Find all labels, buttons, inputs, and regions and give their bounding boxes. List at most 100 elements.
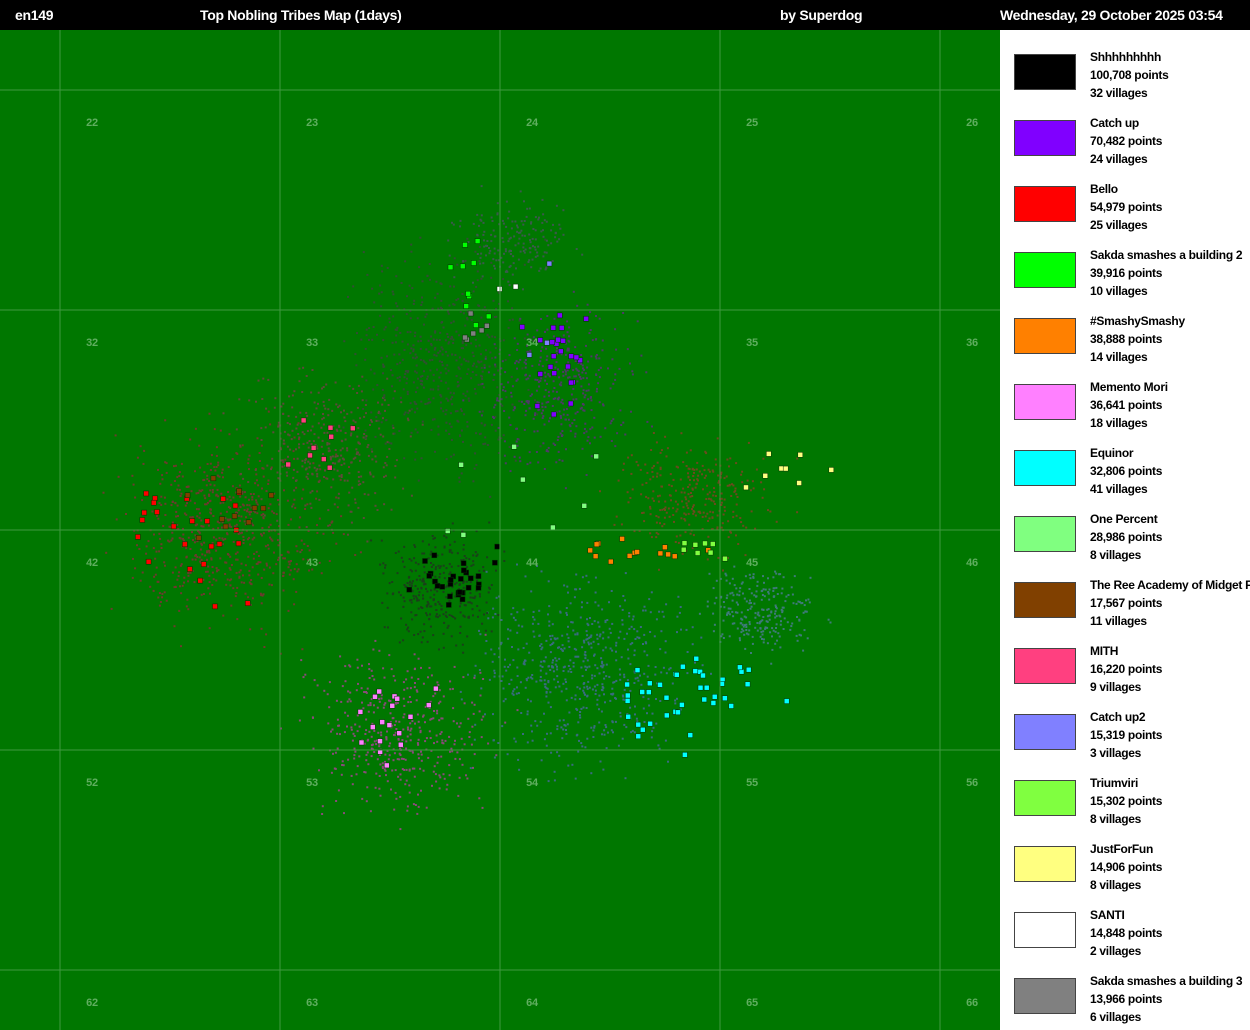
village bbox=[421, 423, 424, 426]
village bbox=[476, 270, 479, 273]
village bbox=[176, 488, 179, 491]
village bbox=[388, 654, 391, 657]
village bbox=[321, 805, 324, 808]
village bbox=[657, 500, 660, 503]
village bbox=[317, 422, 320, 425]
village bbox=[255, 473, 258, 476]
village bbox=[735, 493, 738, 496]
village bbox=[420, 753, 423, 756]
village bbox=[741, 481, 744, 484]
village bbox=[436, 740, 439, 743]
tribe-village bbox=[328, 433, 334, 440]
village bbox=[385, 774, 387, 777]
village bbox=[423, 370, 425, 373]
village bbox=[574, 375, 577, 378]
village bbox=[689, 495, 692, 498]
village bbox=[645, 642, 648, 645]
village bbox=[356, 765, 359, 768]
village bbox=[311, 425, 314, 428]
village bbox=[450, 614, 453, 617]
village bbox=[595, 374, 598, 376]
village bbox=[242, 574, 244, 577]
village bbox=[567, 625, 569, 628]
village bbox=[671, 682, 674, 685]
village bbox=[512, 607, 515, 610]
village bbox=[262, 516, 265, 519]
village bbox=[457, 366, 460, 369]
village bbox=[546, 355, 549, 358]
village bbox=[462, 544, 465, 546]
village bbox=[611, 693, 614, 696]
village bbox=[711, 528, 714, 531]
village bbox=[397, 738, 400, 741]
village bbox=[789, 628, 792, 631]
legend-color-swatch bbox=[1014, 54, 1076, 90]
village bbox=[384, 566, 386, 569]
tribe-village bbox=[426, 573, 432, 579]
village bbox=[532, 336, 535, 339]
legend-item: Shhhhhhhhh 100,708 points 32 villages bbox=[1000, 30, 1250, 100]
village bbox=[558, 657, 561, 660]
village bbox=[596, 387, 598, 390]
village bbox=[738, 637, 741, 640]
village bbox=[731, 591, 734, 594]
village bbox=[414, 804, 417, 806]
village bbox=[304, 504, 307, 507]
village bbox=[774, 610, 777, 613]
village bbox=[676, 503, 679, 506]
village bbox=[417, 678, 420, 680]
legend-color-swatch bbox=[1014, 978, 1076, 1014]
village bbox=[432, 397, 435, 400]
village bbox=[538, 363, 541, 366]
village bbox=[392, 759, 395, 762]
tribe-villages bbox=[444, 444, 599, 538]
village bbox=[675, 465, 678, 468]
village bbox=[338, 424, 341, 427]
village bbox=[342, 426, 345, 429]
village bbox=[515, 692, 518, 695]
village bbox=[201, 553, 204, 556]
village bbox=[768, 614, 771, 617]
village bbox=[267, 479, 270, 482]
village bbox=[403, 348, 406, 351]
village bbox=[282, 589, 285, 592]
village bbox=[438, 603, 441, 606]
village bbox=[692, 505, 694, 508]
village bbox=[441, 741, 444, 744]
village bbox=[364, 358, 367, 361]
village bbox=[207, 565, 210, 568]
village bbox=[740, 582, 743, 585]
village bbox=[761, 594, 764, 596]
village bbox=[467, 368, 470, 371]
village bbox=[736, 627, 739, 630]
village bbox=[295, 427, 298, 430]
village bbox=[189, 499, 192, 502]
village bbox=[467, 601, 470, 604]
village bbox=[686, 504, 689, 507]
village bbox=[493, 316, 496, 318]
village bbox=[663, 516, 666, 519]
village bbox=[694, 486, 697, 489]
village bbox=[242, 542, 245, 545]
tribe-village bbox=[544, 340, 550, 346]
village bbox=[796, 616, 798, 618]
village bbox=[684, 513, 687, 516]
village bbox=[726, 557, 729, 559]
village bbox=[661, 508, 664, 511]
village bbox=[432, 563, 435, 566]
map-canvas[interactable]: 22 23 24 25 26 32 33 34 35 36 42 43 44 45 46 52 53 54 55 56… bbox=[0, 30, 1000, 1030]
village bbox=[564, 368, 567, 371]
village bbox=[420, 400, 423, 403]
village bbox=[275, 513, 278, 516]
village bbox=[585, 638, 588, 641]
village bbox=[581, 253, 584, 256]
village bbox=[210, 557, 213, 560]
village bbox=[354, 421, 357, 424]
village bbox=[497, 452, 500, 454]
village bbox=[440, 604, 443, 607]
village bbox=[250, 579, 253, 581]
village bbox=[742, 629, 745, 632]
village bbox=[238, 575, 241, 578]
village bbox=[388, 582, 391, 585]
